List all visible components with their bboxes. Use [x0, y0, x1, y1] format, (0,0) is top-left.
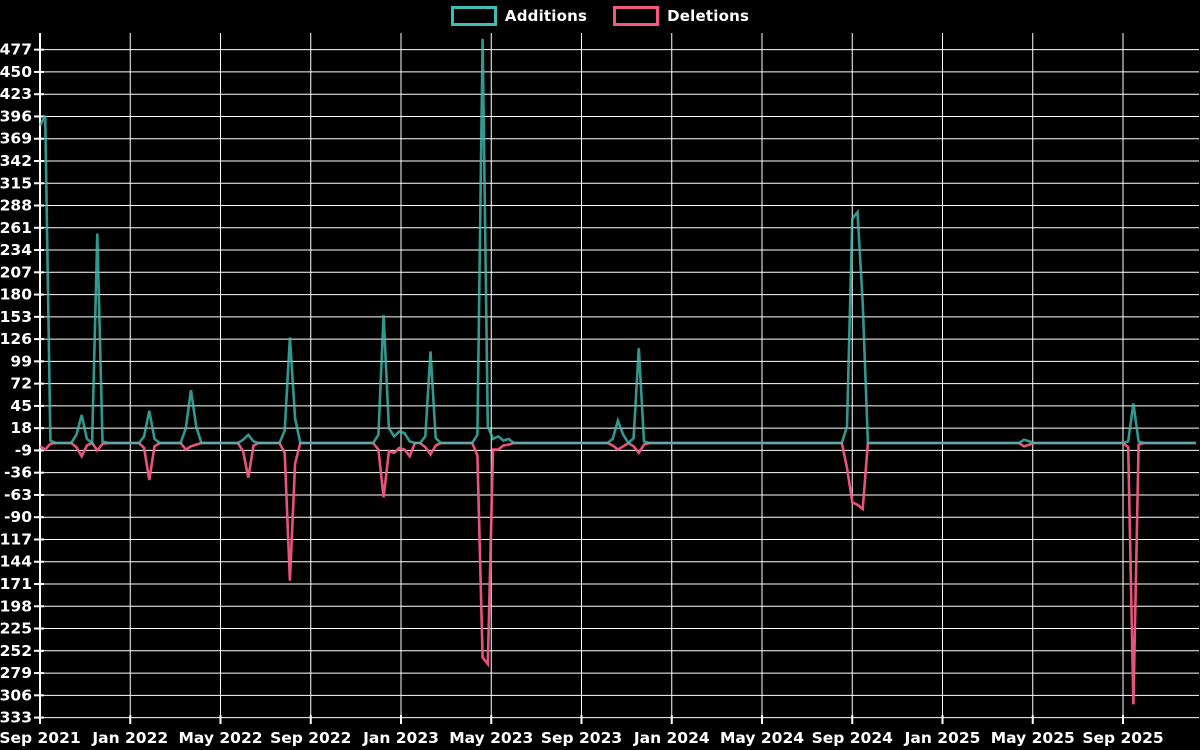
x-tick-label: Sep 2024: [812, 729, 894, 747]
legend-additions-label: Additions: [504, 7, 588, 25]
x-tick-label: Sep 2022: [270, 729, 351, 747]
x-tick-label: May 2022: [178, 729, 262, 747]
x-tick-label: Jan 2024: [633, 729, 710, 747]
y-tick-label: 396: [0, 107, 32, 125]
y-tick-label: 477: [0, 41, 32, 59]
y-tick-label: 72: [10, 375, 32, 393]
x-tick-label: Jan 2025: [904, 729, 981, 747]
y-tick-label: 207: [0, 263, 32, 281]
y-tick-label: -306: [0, 686, 32, 704]
y-tick-label: -63: [4, 486, 32, 504]
deletions-line: [39, 441, 1196, 705]
legend-additions[interactable]: Additions: [450, 6, 588, 26]
additions-line: [38, 38, 1196, 446]
x-tick-label: Sep 2021: [0, 729, 81, 747]
y-tick-label: 315: [0, 174, 32, 192]
y-tick-label: 423: [0, 85, 32, 103]
y-tick-label: 180: [0, 286, 32, 304]
y-tick-label: -9: [15, 441, 32, 459]
legend-deletions-label: Deletions: [667, 7, 750, 25]
y-tick-label: -36: [4, 464, 32, 482]
y-tick-label: 153: [0, 308, 32, 326]
y-tick-label: 261: [0, 219, 32, 237]
y-tick-label: -198: [0, 597, 32, 615]
y-tick-label: -144: [0, 553, 32, 571]
y-tick-label: -90: [4, 508, 32, 526]
x-tick-label: May 2023: [449, 729, 533, 747]
y-tick-label: 369: [0, 130, 32, 148]
additions-swatch-icon: [450, 6, 497, 26]
y-tick-label: -252: [0, 642, 32, 660]
y-tick-label: 126: [0, 330, 32, 348]
y-tick-label: 234: [0, 241, 32, 259]
y-tick-label: -279: [0, 664, 32, 682]
y-tick-label: 99: [10, 352, 32, 370]
y-tick-label: -333: [0, 709, 32, 727]
x-tick-label: Sep 2023: [541, 729, 622, 747]
y-tick-label: 288: [0, 197, 32, 215]
y-tick-label: -171: [0, 575, 32, 593]
y-tick-label: 450: [0, 63, 32, 81]
x-tick-label: Jan 2022: [91, 729, 168, 747]
x-tick-label: Sep 2025: [1082, 729, 1163, 747]
y-tick-label: 18: [10, 419, 32, 437]
y-tick-label: 342: [0, 152, 32, 170]
x-tick-label: May 2025: [991, 729, 1075, 747]
y-tick-label: -225: [0, 620, 32, 638]
y-tick-label: -117: [0, 530, 32, 548]
legend-deletions[interactable]: Deletions: [613, 6, 749, 26]
deletions-swatch-icon: [613, 6, 660, 26]
x-tick-label: Jan 2023: [362, 729, 439, 747]
chart-legend: Additions Deletions: [0, 6, 1200, 26]
x-tick-label: May 2024: [720, 729, 804, 747]
y-tick-label: 45: [10, 397, 32, 415]
